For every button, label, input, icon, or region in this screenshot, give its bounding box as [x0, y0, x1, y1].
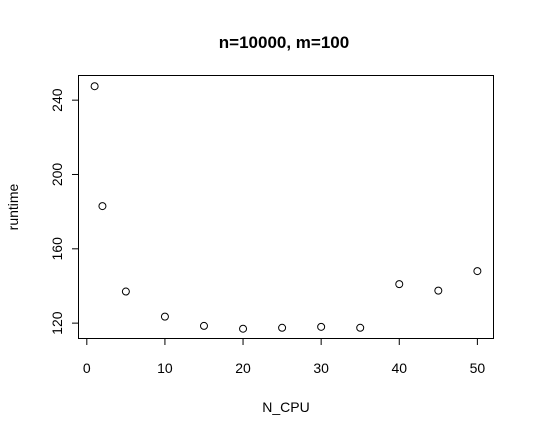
y-tick-label-0: 120	[49, 311, 65, 335]
data-point-8	[356, 323, 365, 332]
y-axis-label: runtime	[5, 183, 21, 230]
data-point-4	[199, 321, 208, 330]
data-point-9	[395, 280, 404, 289]
x-tick-label-4: 40	[391, 360, 407, 376]
y-tick-label-2: 200	[49, 163, 65, 187]
data-point-1	[98, 202, 107, 211]
data-point-7	[317, 322, 326, 331]
x-axis-label: N_CPU	[262, 399, 309, 415]
data-point-2	[121, 287, 130, 296]
data-point-10	[434, 286, 443, 295]
x-tick-label-2: 20	[235, 360, 251, 376]
x-tick-label-1: 10	[157, 360, 173, 376]
data-point-11	[473, 267, 482, 276]
y-tick-label-3: 240	[49, 88, 65, 112]
chart-title: n=10000, m=100	[219, 33, 349, 52]
x-axis: 0 10 20 30 40 50	[83, 338, 485, 376]
plot-frame	[78, 75, 494, 339]
data-point-5	[239, 324, 248, 333]
data-point-6	[278, 323, 287, 332]
x-tick-label-0: 0	[83, 360, 91, 376]
data-point-3	[160, 312, 169, 321]
x-tick-label-3: 30	[313, 360, 329, 376]
data-point-0	[90, 82, 99, 91]
x-tick-label-5: 50	[470, 360, 486, 376]
y-axis: 120 160 200 240	[49, 88, 79, 335]
data-points	[90, 82, 482, 333]
y-tick-label-1: 160	[49, 237, 65, 261]
